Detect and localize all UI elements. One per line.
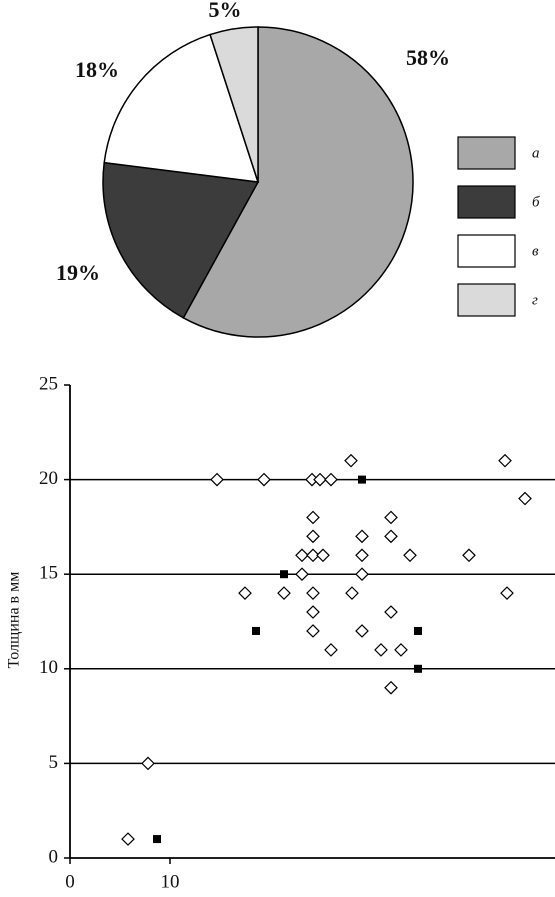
legend-label: б bbox=[532, 194, 540, 210]
y-tick-label: 0 bbox=[49, 846, 59, 867]
y-tick-label: 25 bbox=[39, 373, 58, 394]
point bbox=[358, 475, 366, 484]
point bbox=[498, 453, 512, 468]
legend-swatch bbox=[457, 234, 516, 268]
x-tick-label: 0 bbox=[65, 871, 75, 892]
point bbox=[121, 832, 135, 846]
point bbox=[462, 548, 476, 563]
point bbox=[394, 643, 408, 657]
point bbox=[316, 548, 330, 563]
point bbox=[153, 835, 161, 844]
point bbox=[306, 548, 320, 563]
point bbox=[384, 680, 398, 695]
point bbox=[238, 586, 252, 600]
point bbox=[306, 605, 320, 619]
pie-slice bbox=[209, 26, 259, 183]
point bbox=[252, 626, 260, 635]
point bbox=[324, 643, 338, 657]
slice-label: 5% bbox=[209, 0, 242, 22]
legend-swatch bbox=[457, 283, 516, 317]
y-axis-label: Толщина в мм bbox=[6, 572, 23, 669]
point bbox=[141, 756, 155, 771]
legend-swatch bbox=[457, 136, 516, 170]
point bbox=[344, 453, 358, 468]
point bbox=[306, 586, 320, 600]
point bbox=[518, 491, 532, 506]
point bbox=[210, 472, 224, 487]
slice-label: 58% bbox=[406, 45, 450, 70]
point bbox=[414, 664, 422, 673]
point bbox=[345, 586, 359, 600]
point bbox=[257, 472, 271, 487]
point bbox=[313, 472, 327, 487]
y-tick-label: 15 bbox=[39, 563, 58, 584]
y-tick-label: 10 bbox=[39, 657, 58, 678]
point bbox=[355, 567, 369, 582]
y-tick-label: 5 bbox=[49, 752, 59, 773]
slice-label: 19% bbox=[56, 260, 100, 285]
slice-label: 18% bbox=[75, 57, 119, 82]
y-tick-label: 20 bbox=[39, 468, 58, 489]
point bbox=[306, 529, 320, 544]
point bbox=[414, 626, 422, 635]
legend-label: в bbox=[532, 243, 539, 259]
legend-swatch bbox=[457, 185, 516, 219]
point bbox=[280, 570, 288, 579]
point bbox=[355, 548, 369, 563]
point bbox=[306, 624, 320, 638]
point bbox=[384, 510, 398, 525]
point bbox=[324, 472, 338, 487]
point bbox=[355, 529, 369, 544]
pie-slice bbox=[102, 161, 260, 319]
x-tick-label: 10 bbox=[161, 871, 180, 892]
point bbox=[306, 510, 320, 525]
pie-slice bbox=[182, 26, 414, 338]
point bbox=[374, 643, 388, 657]
point bbox=[277, 586, 291, 600]
point bbox=[355, 624, 369, 638]
point bbox=[384, 605, 398, 619]
legend-label: г bbox=[532, 292, 538, 308]
point bbox=[384, 529, 398, 544]
pie-slice bbox=[103, 33, 260, 183]
point bbox=[295, 567, 309, 582]
point bbox=[295, 548, 309, 563]
point bbox=[500, 586, 514, 600]
point bbox=[403, 548, 417, 563]
legend-label: а bbox=[532, 145, 540, 161]
